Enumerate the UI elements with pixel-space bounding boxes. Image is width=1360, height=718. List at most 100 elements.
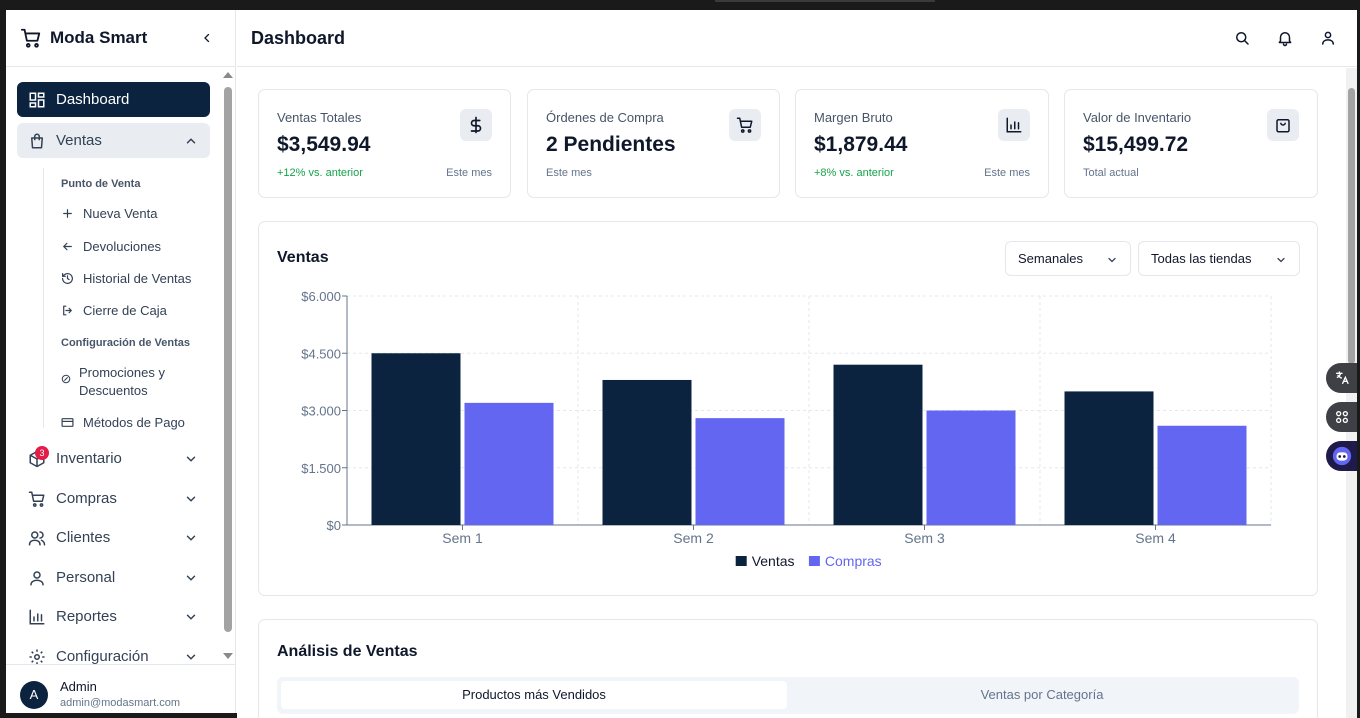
bar-ventas-3 <box>833 364 923 525</box>
chevron-down-icon <box>186 614 196 620</box>
legend-swatch-ventas <box>735 556 747 566</box>
stat-value: $3,549.94 <box>277 133 371 156</box>
brand: Moda Smart <box>6 10 236 67</box>
sales-chart-card: Ventas Semanales Todas las tiendas $0 $1.… <box>258 221 1318 596</box>
submenu-item-devoluciones[interactable]: Devoluciones <box>61 238 211 256</box>
sidebar-item-ventas[interactable]: Ventas <box>17 123 210 158</box>
apps-tool-button[interactable] <box>1326 402 1357 432</box>
stat-value: $1,879.44 <box>814 133 908 156</box>
cart-logo-icon <box>20 28 41 48</box>
user-icon <box>30 571 44 586</box>
x-tick-label: Sem 2 <box>673 530 714 546</box>
stat-value: 2 Pendientes <box>546 133 676 156</box>
stat-icon-box <box>460 109 492 141</box>
chevron-down-icon <box>1277 257 1285 263</box>
sidebar-item-label: Inventario <box>56 450 122 467</box>
plus-icon <box>63 209 72 218</box>
submenu-item-metodos-de-pago[interactable]: Métodos de Pago <box>61 414 211 432</box>
bar-ventas-4 <box>1064 391 1154 525</box>
stat-card-ordenes-de-compra: Órdenes de Compra 2 Pendientes Este mes <box>527 89 780 198</box>
bar-compras-3 <box>926 410 1016 525</box>
submenu-item-historial[interactable]: Historial de Ventas <box>61 270 211 288</box>
main-content: Ventas Totales $3,549.94 +12% vs. anteri… <box>237 68 1345 718</box>
assistant-tool-button[interactable] <box>1326 441 1357 471</box>
sidebar-scroll-down-arrow[interactable] <box>223 653 233 659</box>
chevron-down-icon <box>186 456 196 462</box>
bar-ventas-2 <box>602 379 692 525</box>
page-scrollbar-thumb[interactable] <box>1348 88 1355 364</box>
chevron-down-icon <box>186 496 196 502</box>
translate-tool-button[interactable] <box>1326 363 1357 393</box>
taskbar-strip <box>6 713 441 718</box>
stat-icon-box <box>1267 109 1299 141</box>
y-tick-label: $4.500 <box>301 346 341 361</box>
cart-icon <box>736 117 753 133</box>
search-icon[interactable] <box>1233 29 1251 47</box>
credit-card-icon <box>61 418 74 427</box>
chart-title: Ventas <box>277 249 329 266</box>
submenu-item-nueva-venta[interactable]: Nueva Venta <box>61 205 211 223</box>
sidebar-item-personal[interactable]: Personal <box>17 560 210 595</box>
bell-icon[interactable] <box>1276 29 1294 47</box>
inventario-badge: 3 <box>35 446 49 460</box>
store-select[interactable]: Todas las tiendas <box>1138 241 1300 276</box>
sidebar-item-label: Compras <box>56 490 117 507</box>
sidebar-item-dashboard[interactable]: Dashboard <box>17 82 210 117</box>
shopping-bag-icon <box>31 133 43 149</box>
collapse-sidebar-button[interactable] <box>197 28 217 48</box>
cart-icon <box>28 491 45 507</box>
sidebar-item-compras[interactable]: Compras <box>17 481 210 516</box>
avatar: A <box>20 681 48 709</box>
user-account-icon[interactable] <box>1319 29 1337 47</box>
y-tick-label: $1.500 <box>301 461 341 476</box>
page-scrollbar-track[interactable] <box>1346 68 1357 718</box>
history-icon <box>62 273 73 284</box>
sales-analysis-card: Análisis de Ventas Productos más Vendido… <box>258 619 1318 718</box>
y-tick-label: $0 <box>327 518 341 533</box>
bar-compras-1 <box>464 402 554 525</box>
sidebar-item-label: Personal <box>56 569 116 586</box>
dollar-icon <box>470 116 482 134</box>
x-tick-label: Sem 4 <box>1135 530 1176 546</box>
sidebar-item-label: Clientes <box>56 529 111 546</box>
submenu-item-cierre-de-caja[interactable]: Cierre de Caja <box>61 302 211 320</box>
bot-face-icon <box>1332 446 1352 466</box>
chevron-down-icon <box>186 535 196 541</box>
submenu-item-promociones[interactable]: Promociones y Descuentos <box>61 364 211 400</box>
user-profile[interactable]: A Admin admin@modasmart.com <box>6 664 236 718</box>
page-title: Dashboard <box>251 28 346 48</box>
sidebar-item-clientes[interactable]: Clientes <box>17 520 210 555</box>
bar-ventas-1 <box>371 353 461 525</box>
chevron-down-icon <box>186 654 196 660</box>
bag-icon <box>1276 119 1290 133</box>
sales-bar-chart: $0 $1.500 $3.000 $4.500 $6.000 Sem 1 Sem 2 Sem … <box>301 289 1272 569</box>
legend-label-compras: Compras <box>825 553 882 569</box>
analysis-tabs: Productos más Vendidos Ventas por Catego… <box>277 677 1299 714</box>
apps-grid-icon <box>1336 411 1348 423</box>
tab-productos-mas-vendidos[interactable]: Productos más Vendidos <box>281 681 787 709</box>
period-select[interactable]: Semanales <box>1005 241 1131 276</box>
stat-icon-box <box>998 109 1030 141</box>
brand-name: Moda Smart <box>50 28 148 47</box>
sidebar-scroll-up-arrow[interactable] <box>223 72 233 78</box>
bar-compras-4 <box>1157 425 1247 525</box>
logout-icon <box>63 305 72 316</box>
stat-card-valor-de-inventario: Valor de Inventario $15,499.72 Total act… <box>1064 89 1318 198</box>
sidebar-item-reportes[interactable]: Reportes <box>17 599 210 634</box>
x-tick-label: Sem 3 <box>904 530 945 546</box>
tab-ventas-por-categoria[interactable]: Ventas por Categoría <box>980 687 1104 702</box>
y-tick-label: $6.000 <box>301 289 341 304</box>
chevron-down-icon <box>1108 257 1116 263</box>
sidebar-scrollbar[interactable] <box>224 87 232 632</box>
sidebar-item-configuracion[interactable]: Configuración <box>17 639 210 664</box>
sidebar-item-label: Configuración <box>56 648 149 664</box>
stat-value: $15,499.72 <box>1083 133 1189 156</box>
x-tick-label: Sem 1 <box>442 530 483 546</box>
bar-compras-2 <box>695 418 785 525</box>
gear-icon <box>29 649 45 664</box>
stat-change: +8% vs. anterior <box>814 167 894 179</box>
stat-card-ventas-totales: Ventas Totales $3,549.94 +12% vs. anteri… <box>258 89 511 198</box>
sidebar-item-label: Ventas <box>56 132 102 149</box>
stat-change: +12% vs. anterior <box>277 167 363 179</box>
sidebar-item-label: Reportes <box>56 608 117 625</box>
